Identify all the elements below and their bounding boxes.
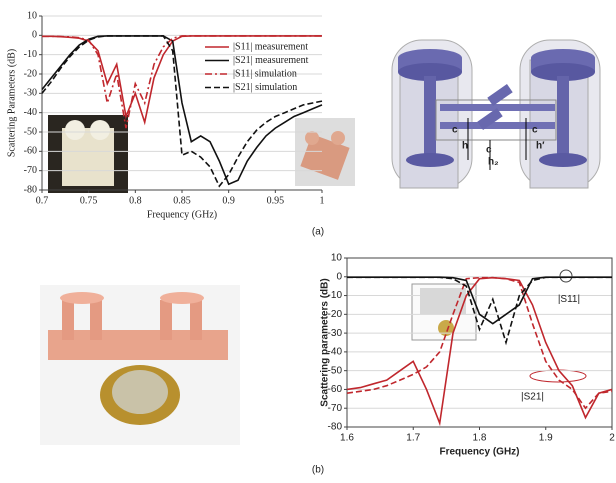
y-tick-label: -20 <box>24 68 37 79</box>
x-tick-label: 0.85 <box>173 195 191 206</box>
x-axis-label: Frequency (GHz) <box>439 447 519 458</box>
x-tick-label: 0.9 <box>222 195 235 206</box>
y-axis-label: Scattering Parameters (dB) <box>6 49 17 157</box>
y-tick-label: 0 <box>336 271 342 282</box>
y-tick-label: 10 <box>27 10 37 21</box>
x-axis-label: Frequency (GHz) <box>147 209 217 220</box>
model-label: c <box>532 125 538 136</box>
legend-label: |S21| measurement <box>233 55 309 66</box>
y-tick-label: 0 <box>32 30 37 41</box>
y-tick-label: -60 <box>24 146 37 157</box>
plot-frame <box>347 258 612 427</box>
y-tick-label: -40 <box>24 107 37 118</box>
model-label: h₂ <box>488 157 499 168</box>
y-tick-label: -50 <box>24 126 37 137</box>
caption: (b) <box>312 465 324 476</box>
annotation: |S11| <box>558 294 580 305</box>
legend-label: |S11| measurement <box>233 41 308 52</box>
x-tick-label: 2 <box>609 433 615 444</box>
caption: (a) <box>312 227 324 238</box>
y-tick-label: -80 <box>24 184 37 195</box>
legend-label: |S21| simulation <box>233 82 297 93</box>
annotation: |S21| <box>521 392 544 403</box>
x-tick-label: 1 <box>320 195 325 206</box>
x-tick-label: 0.95 <box>267 195 285 206</box>
y-tick-label: -70 <box>24 165 37 176</box>
model-label: h′ <box>536 141 545 152</box>
x-tick-label: 1.7 <box>406 433 420 444</box>
y-axis-label: Scattering parameters (dB) <box>320 278 331 406</box>
x-tick-label: 1.6 <box>340 433 354 444</box>
model-label: c <box>452 125 458 136</box>
model-label: h <box>462 141 468 152</box>
y-tick-label: -10 <box>24 49 37 60</box>
x-tick-label: 0.8 <box>129 195 142 206</box>
y-tick-label: -30 <box>24 88 37 99</box>
x-tick-label: 0.7 <box>36 195 49 206</box>
figure: 100-10-20-30-40-50-60-70-800.70.750.80.8… <box>0 0 616 483</box>
annotation-shapes <box>530 270 586 382</box>
y-tick-label: 10 <box>331 253 343 264</box>
x-tick-label: 1.9 <box>539 433 553 444</box>
photo-filter <box>40 285 240 445</box>
y-tick-label: -80 <box>328 422 343 433</box>
x-tick-label: 0.75 <box>80 195 98 206</box>
x-tick-label: 1.8 <box>473 433 487 444</box>
legend-label: |S11| simulation <box>233 68 297 79</box>
model-label: c <box>486 145 492 156</box>
page: {"chart_data": [ {"type": "line", "xlabe… <box>0 0 616 483</box>
